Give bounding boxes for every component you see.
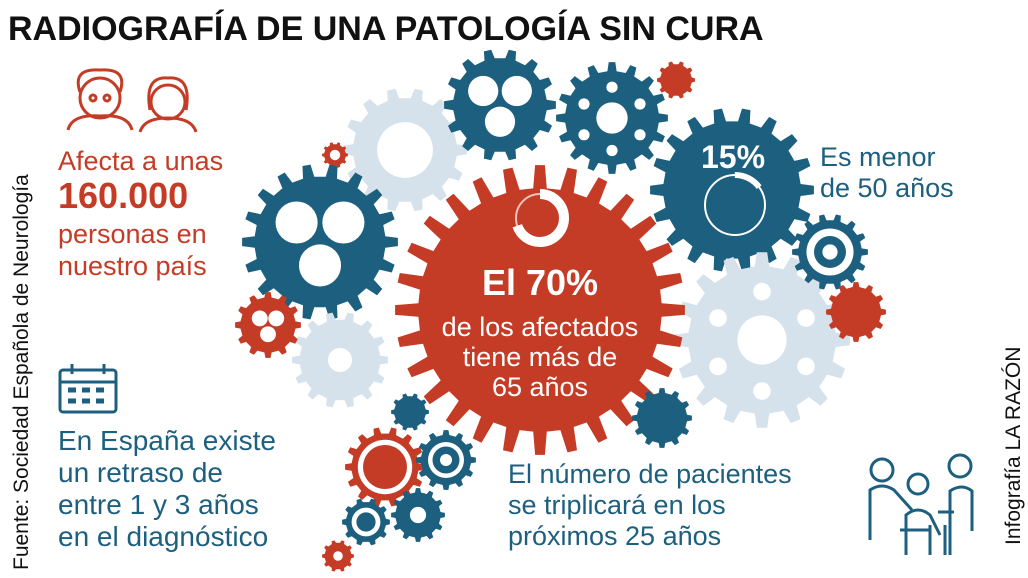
gear-part bbox=[596, 102, 628, 134]
text-line: en el diagnóstico bbox=[58, 521, 268, 552]
gear-part bbox=[322, 201, 365, 244]
text-line: entre 1 y 3 años bbox=[58, 489, 259, 520]
gear-part bbox=[409, 506, 427, 524]
text-line: se triplicará en los bbox=[508, 490, 726, 520]
gear-part bbox=[737, 315, 787, 365]
gear-part bbox=[328, 348, 352, 372]
donut-70 bbox=[511, 189, 569, 247]
future-block: El número de pacientes se triplicará en … bbox=[508, 459, 792, 551]
source: Fuente: Sociedad Española de Neurología bbox=[10, 174, 33, 570]
elderly-icon bbox=[66, 68, 198, 133]
gear-part bbox=[578, 98, 590, 110]
headline: 15% bbox=[701, 139, 765, 175]
text-line: de 50 años bbox=[820, 173, 954, 203]
gear-part bbox=[251, 310, 268, 327]
gear-part bbox=[298, 244, 342, 287]
gear-part bbox=[260, 326, 276, 343]
text-line: Es menor bbox=[820, 142, 936, 172]
title: RADIOGRAFÍA DE UNA PATOLOGÍA SIN CURA bbox=[8, 10, 764, 48]
gear-part bbox=[501, 75, 532, 107]
gear-part bbox=[797, 309, 815, 327]
under50-block: Es menor de 50 años bbox=[820, 142, 954, 203]
gear-part bbox=[606, 81, 618, 93]
text-line: un retraso de bbox=[58, 457, 223, 488]
text-line: nuestro país bbox=[58, 251, 207, 281]
center-block: El 70% de los afectados tiene más de 65 … bbox=[442, 262, 639, 402]
text-line: de los afectados bbox=[442, 312, 639, 342]
donut-15 bbox=[702, 172, 768, 238]
gear-part bbox=[484, 106, 516, 137]
gear-part bbox=[395, 165, 685, 455]
text-line: 160.000 bbox=[58, 175, 188, 216]
gear-part bbox=[797, 357, 815, 376]
gear-part bbox=[826, 282, 886, 342]
gear-part bbox=[440, 454, 452, 466]
text-line: En España existe bbox=[58, 425, 276, 456]
gear-part bbox=[709, 357, 727, 376]
gear-part bbox=[650, 108, 814, 272]
gear-part bbox=[268, 310, 285, 327]
text-line: 65 años bbox=[492, 372, 588, 402]
text-line: personas en bbox=[58, 219, 207, 249]
gear-part bbox=[578, 129, 590, 141]
people-icon bbox=[868, 453, 974, 555]
text-line: Afecta a unas bbox=[58, 146, 223, 176]
gear-part bbox=[634, 129, 646, 141]
gear-part bbox=[444, 49, 556, 161]
gear-part bbox=[657, 61, 695, 99]
gear-part bbox=[822, 244, 838, 260]
gear-part bbox=[753, 382, 771, 400]
delay-block: En España existe un retraso de entre 1 y… bbox=[58, 425, 276, 552]
gear-part bbox=[468, 75, 499, 107]
text-line: El número de pacientes bbox=[508, 459, 792, 489]
gear-part bbox=[356, 512, 376, 532]
gear-part bbox=[377, 122, 433, 178]
gear-part bbox=[363, 445, 407, 489]
gear-part bbox=[753, 282, 771, 301]
text-line: tiene más de bbox=[463, 342, 618, 372]
calendar-icon bbox=[58, 364, 118, 414]
gear-part bbox=[632, 388, 692, 448]
gear-part bbox=[275, 201, 318, 244]
gear-part bbox=[242, 164, 398, 320]
affected-block: Afecta a unas 160.000 personas en nuestr… bbox=[58, 146, 223, 281]
gear-part bbox=[333, 551, 343, 561]
gear-part bbox=[606, 144, 618, 157]
gear-part bbox=[235, 292, 301, 358]
credit: Infografía LA RAZÓN bbox=[1002, 347, 1025, 545]
text-line: próximos 25 años bbox=[508, 521, 721, 551]
gears bbox=[235, 49, 886, 572]
headline: El 70% bbox=[482, 262, 598, 303]
gear-part bbox=[391, 393, 429, 431]
gear-part bbox=[634, 98, 646, 110]
gear-part bbox=[329, 149, 341, 161]
gear-part bbox=[709, 309, 727, 327]
